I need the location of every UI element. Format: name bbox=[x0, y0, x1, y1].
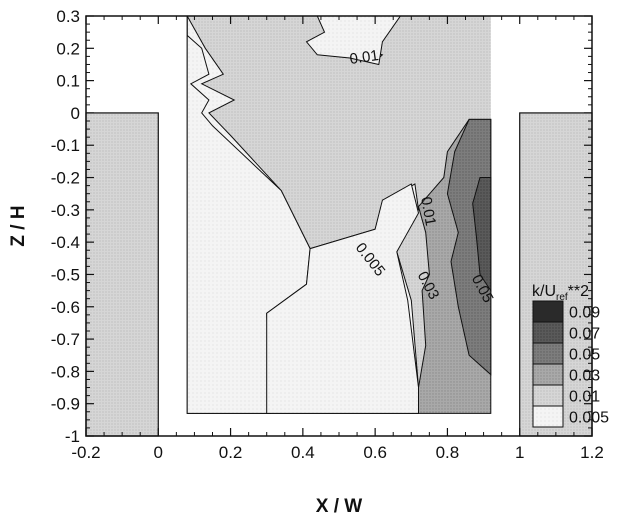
y-tick-label: 0.3 bbox=[56, 7, 80, 26]
x-tick-label: 0.6 bbox=[363, 443, 387, 462]
x-tick-label: -0.2 bbox=[71, 443, 100, 462]
contour-label-0: 0.01 bbox=[349, 47, 380, 68]
y-axis-title: Z / H bbox=[8, 205, 29, 246]
y-tick-label: 0.2 bbox=[56, 39, 80, 58]
x-tick-label: 0.4 bbox=[291, 443, 315, 462]
y-tick-label: -0.8 bbox=[51, 362, 80, 381]
legend-swatch bbox=[532, 300, 564, 323]
legend-label: 0.09 bbox=[569, 305, 600, 322]
x-tick-label: 0.2 bbox=[219, 443, 243, 462]
y-tick-label: -0.1 bbox=[51, 136, 80, 155]
legend-title-tail: **2 bbox=[568, 283, 589, 300]
legend-swatch bbox=[532, 363, 564, 386]
legend-swatch bbox=[532, 321, 564, 344]
y-axis-ticks: 0.3 0.2 0.1 0 -0.1 -0.2 -0.3 -0.4 -0.5 -0.6 -0.7 -0… bbox=[51, 7, 592, 446]
x-axis-ticks: -0.2 0 0.2 0.4 0.6 0.8 1 1.2 bbox=[71, 16, 604, 462]
wall-regions bbox=[85, 112, 593, 437]
legend-label: 0.03 bbox=[569, 368, 600, 385]
x-tick-label: 0.8 bbox=[436, 443, 460, 462]
legend-swatch bbox=[532, 342, 564, 365]
y-tick-label: -0.6 bbox=[51, 298, 80, 317]
legend-label: 0.01 bbox=[569, 389, 600, 406]
y-tick-label: -1 bbox=[65, 427, 80, 446]
legend-label: 0.005 bbox=[569, 410, 609, 427]
contour-regions bbox=[86, 16, 592, 436]
y-tick-label: -0.7 bbox=[51, 330, 80, 349]
legend-title: k/Uref**2 bbox=[532, 283, 589, 303]
contour-label-1: 0.01 bbox=[417, 196, 439, 228]
legend-swatch bbox=[532, 405, 564, 428]
y-tick-label: -0.3 bbox=[51, 201, 80, 220]
y-tick-label: -0.4 bbox=[51, 233, 80, 252]
legend-title-sub: ref bbox=[556, 292, 568, 303]
legend-swatch bbox=[532, 384, 564, 407]
x-tick-label: 0 bbox=[154, 443, 163, 462]
wall-region-left bbox=[85, 112, 159, 437]
y-tick-label: -0.5 bbox=[51, 265, 80, 284]
x-tick-label: 1 bbox=[515, 443, 524, 462]
x-tick-label: 1.2 bbox=[580, 443, 604, 462]
y-tick-label: 0.1 bbox=[56, 72, 80, 91]
legend: k/Uref**2 0.09 0.07 0.05 0.03 0.01 0.005 bbox=[532, 283, 609, 428]
legend-label: 0.05 bbox=[569, 347, 600, 364]
y-tick-label: 0 bbox=[71, 104, 80, 123]
y-tick-label: -0.9 bbox=[51, 395, 80, 414]
contour-region-0_07 bbox=[472, 177, 492, 293]
contour-region-0_005 bbox=[305, 16, 402, 66]
legend-title-main: k/U bbox=[532, 283, 556, 300]
x-axis-title: X / W bbox=[316, 496, 363, 517]
legend-label: 0.07 bbox=[569, 326, 600, 343]
y-tick-label: -0.2 bbox=[51, 169, 80, 188]
